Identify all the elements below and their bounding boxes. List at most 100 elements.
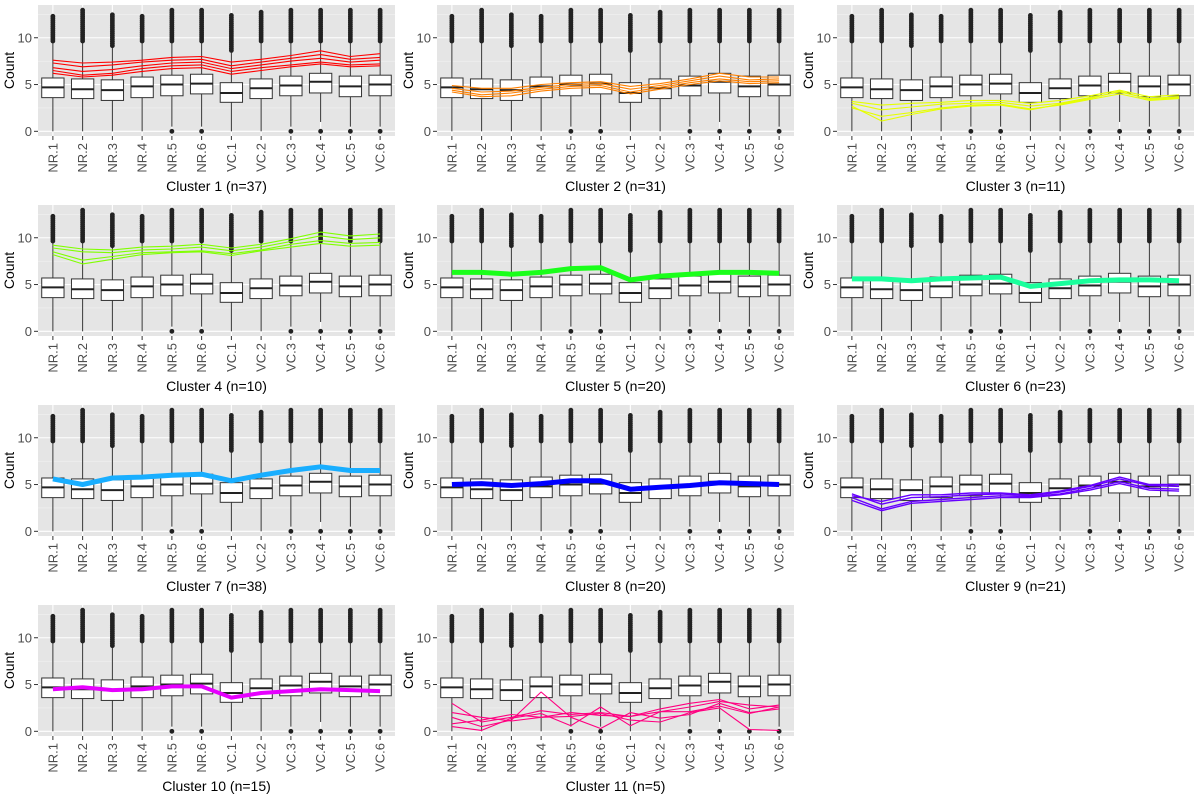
box-outlier [479, 207, 485, 213]
x-tick-label: VC.3 [1082, 143, 1097, 172]
box-outlier [776, 528, 782, 534]
x-tick-label: VC.3 [682, 143, 697, 172]
box-outlier [377, 207, 383, 213]
box-outlier [288, 328, 294, 334]
box-outlier [508, 212, 514, 218]
box-outlier [776, 207, 782, 213]
box-outlier [1057, 209, 1063, 215]
box-outlier [50, 13, 56, 19]
y-tick-label: 10 [417, 230, 431, 245]
y-tick-label: 10 [417, 30, 431, 45]
x-tick-label: NR.5 [963, 143, 978, 173]
y-tick-label: 10 [817, 430, 831, 445]
x-tick-label: VC.1 [623, 743, 638, 772]
box-outlier [598, 528, 604, 534]
x-tick-label: NR.1 [45, 143, 60, 173]
box-outlier [657, 9, 663, 15]
box-outlier [479, 407, 485, 413]
x-tick-label: VC.4 [313, 543, 328, 572]
box-outlier [998, 207, 1004, 213]
x-tick-label: VC.1 [224, 343, 239, 372]
box-outlier [717, 328, 723, 334]
x-tick-label: VC.3 [682, 543, 697, 572]
y-tick-label: 5 [424, 477, 431, 492]
x-tick-label: VC.1 [224, 743, 239, 772]
x-tick-label: NR.5 [563, 343, 578, 373]
x-tick-label: VC.4 [1112, 343, 1127, 372]
x-tick-label: NR.4 [135, 143, 150, 173]
box-outlier [568, 407, 574, 413]
box-outlier [1057, 409, 1063, 415]
box-outlier [657, 609, 663, 615]
box-outlier [746, 528, 752, 534]
profile-line [451, 478, 780, 492]
box-body [707, 672, 732, 694]
box-outlier [538, 13, 544, 19]
x-tick-label: NR.5 [563, 543, 578, 573]
y-tick-label: 10 [18, 230, 32, 245]
box-outlier [1146, 407, 1152, 413]
y-tick-label: 0 [424, 124, 431, 139]
y-tick-label: 5 [25, 677, 32, 692]
box-outlier [347, 607, 353, 613]
box-outlier [199, 207, 205, 213]
box-outlier [109, 412, 115, 418]
box-outlier [968, 528, 974, 534]
x-tick-label: NR.5 [963, 343, 978, 373]
x-axis-title: Cluster 11 (n=5) [566, 778, 666, 794]
box-body [707, 272, 732, 294]
x-axis-title: Cluster 6 (n=23) [965, 378, 1066, 394]
box-outlier [568, 128, 574, 134]
box-outlier [449, 213, 455, 219]
x-tick-label: VC.2 [653, 143, 668, 172]
x-tick-label: NR.3 [504, 543, 519, 573]
profile-line [52, 50, 381, 64]
profile-line [851, 91, 1180, 111]
box-outlier [657, 409, 663, 415]
box-outlier [258, 409, 264, 415]
box-outlier [1117, 328, 1123, 334]
box-outlier [228, 612, 234, 618]
x-tick-label: NR.2 [874, 543, 889, 573]
box-outlier [627, 412, 633, 418]
box-outlier [1176, 207, 1182, 213]
x-tick-label: NR.5 [164, 543, 179, 573]
x-tick-label: VC.4 [313, 743, 328, 772]
box-outlier [377, 7, 383, 13]
x-tick-label: VC.5 [1142, 543, 1157, 572]
box-outlier [538, 213, 544, 219]
box-outlier [1176, 407, 1182, 413]
x-tick-label: VC.6 [373, 343, 388, 372]
box-body [308, 72, 333, 94]
x-axis-title: Cluster 1 (n=37) [166, 178, 267, 194]
box-outlier [318, 728, 324, 734]
x-tick-label: NR.6 [593, 343, 608, 373]
x-tick-label: NR.2 [474, 343, 489, 373]
box-outlier [568, 207, 574, 213]
y-tick-label: 5 [424, 77, 431, 92]
box-outlier [538, 613, 544, 619]
x-tick-label: NR.4 [135, 743, 150, 773]
y-axis-title: Count [400, 452, 416, 489]
box-outlier [657, 209, 663, 215]
profile-line [52, 57, 381, 72]
box-outlier [598, 728, 604, 734]
x-tick-label: VC.5 [742, 143, 757, 172]
x-tick-label: VC.4 [712, 343, 727, 372]
box-outlier [377, 407, 383, 413]
x-tick-label: VC.1 [224, 543, 239, 572]
box-outlier [1027, 412, 1033, 418]
x-tick-label: VC.3 [283, 743, 298, 772]
box-outlier [717, 528, 723, 534]
box-outlier [849, 13, 855, 19]
y-tick-label: 10 [817, 30, 831, 45]
box-outlier [139, 13, 145, 19]
x-tick-label: VC.3 [283, 143, 298, 172]
x-tick-label: VC.1 [623, 143, 638, 172]
box-outlier [1117, 128, 1123, 134]
x-tick-label: NR.6 [593, 143, 608, 173]
box-outlier [449, 413, 455, 419]
